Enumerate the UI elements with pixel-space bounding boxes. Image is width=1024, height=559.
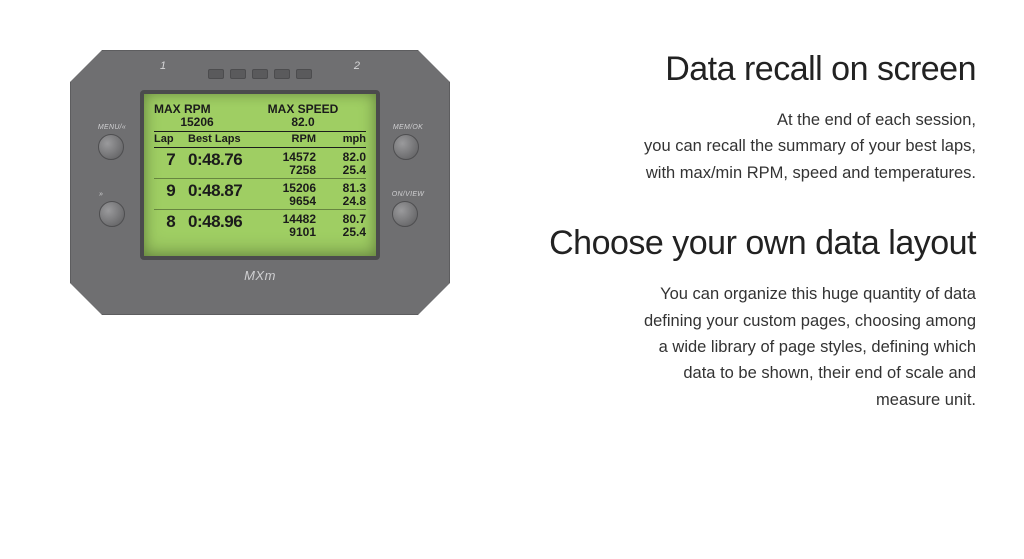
led-icon	[252, 69, 268, 79]
lcd-lap-row: 90:48.8715206965481.324.8	[154, 182, 366, 210]
led-icon	[230, 69, 246, 79]
device-model-label: MXm	[92, 268, 428, 283]
lap-mph: 80.725.4	[316, 213, 366, 238]
heading: Choose your own data layout	[460, 224, 976, 263]
lap-time: 0:48.87	[188, 182, 268, 199]
lap-rpm: 144829101	[268, 213, 316, 238]
lap-time: 0:48.96	[188, 213, 268, 230]
paragraph: You can organize this huge quantity of d…	[460, 281, 976, 413]
mem-ok-button: MEM/OK	[393, 124, 423, 160]
lcd-max-rpm-value: 15206	[154, 115, 240, 129]
device-led-row: 1 2	[92, 64, 428, 84]
section-data-layout: Choose your own data layout You can orga…	[460, 224, 976, 413]
lcd-screen: MAX RPM MAX SPEED 15206 82.0 Lap Best La…	[140, 90, 380, 260]
on-view-button: ON/VIEW	[392, 191, 424, 227]
lap-number: 9	[154, 182, 188, 199]
led-icon	[296, 69, 312, 79]
device-top-number-2: 2	[354, 60, 360, 72]
dash-logger-device: 1 2 MENU/« »	[70, 50, 450, 315]
lcd-lap-row: 80:48.9614482910180.725.4	[154, 213, 366, 240]
lcd-max-speed-value: 82.0	[240, 115, 366, 129]
menu-button: MENU/«	[98, 124, 126, 160]
led-icon	[208, 69, 224, 79]
led-icon	[274, 69, 290, 79]
lcd-max-rpm-label: MAX RPM	[154, 102, 240, 116]
paragraph: At the end of each session,you can recal…	[460, 107, 976, 186]
next-button: »	[99, 191, 125, 227]
lap-rpm: 152069654	[268, 182, 316, 207]
device-top-number-1: 1	[160, 60, 166, 72]
knob-icon	[98, 134, 124, 160]
lcd-column-headers: Lap Best Laps RPM mph	[154, 133, 366, 145]
section-data-recall: Data recall on screen At the end of each…	[460, 50, 976, 186]
lap-number: 7	[154, 151, 188, 168]
knob-icon	[393, 134, 419, 160]
lap-mph: 81.324.8	[316, 182, 366, 207]
lap-number: 8	[154, 213, 188, 230]
knob-icon	[392, 201, 418, 227]
lap-mph: 82.025.4	[316, 151, 366, 176]
lcd-lap-row: 70:48.7614572725882.025.4	[154, 151, 366, 179]
heading: Data recall on screen	[460, 50, 976, 89]
lap-rpm: 145727258	[268, 151, 316, 176]
lcd-max-speed-label: MAX SPEED	[240, 102, 366, 116]
knob-icon	[99, 201, 125, 227]
lap-time: 0:48.76	[188, 151, 268, 168]
